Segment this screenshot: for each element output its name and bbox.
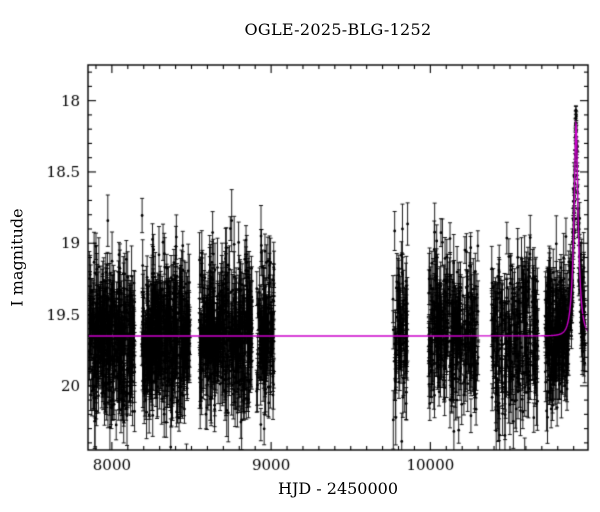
chart-title: OGLE-2025-BLG-1252 [244, 20, 432, 39]
y-axis-label: I magnitude [7, 208, 27, 307]
y-axis-label-container: I magnitude [2, 65, 32, 450]
x-axis-label: HJD - 2450000 [277, 479, 399, 498]
